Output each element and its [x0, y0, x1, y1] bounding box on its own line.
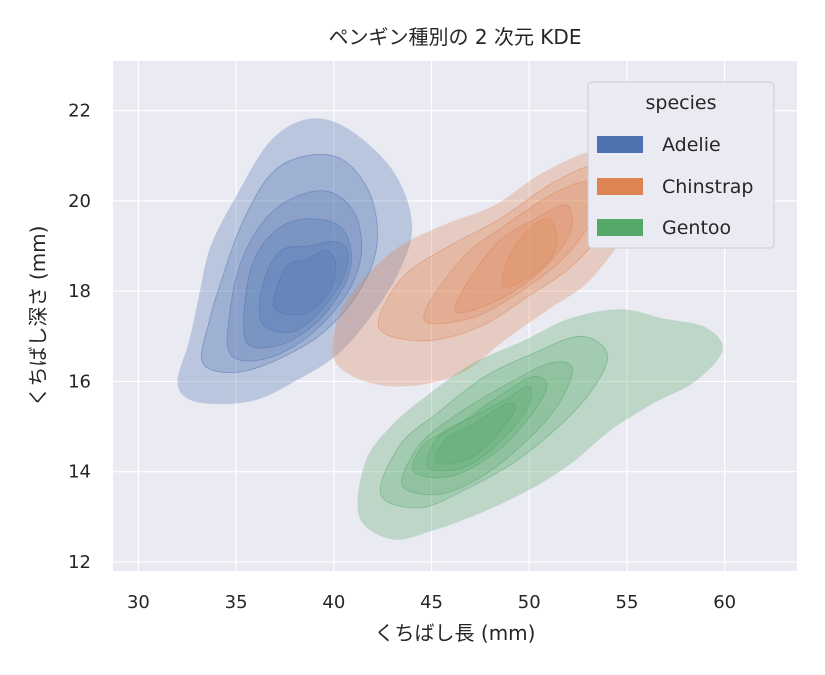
y-tick-label: 22: [68, 101, 91, 122]
x-tick-label: 30: [127, 592, 150, 613]
kde-level-adelie-3: [226, 190, 363, 362]
legend-label-adelie: Adelie: [662, 134, 721, 156]
kde-level-adelie-4: [243, 218, 352, 349]
kde-level-adelie-5: [258, 241, 349, 333]
x-tick-label: 35: [225, 592, 248, 613]
legend-swatch-gentoo: [597, 219, 643, 236]
x-tick-label: 40: [322, 592, 345, 613]
legend: species Adelie Chinstrap Gentoo: [587, 81, 775, 249]
y-tick-label: 18: [68, 281, 91, 302]
x-tick-label: 55: [616, 592, 639, 613]
y-tick-label: 20: [68, 191, 91, 212]
legend-label-gentoo: Gentoo: [662, 217, 731, 239]
kde-series-gentoo: [357, 309, 723, 540]
kde-series-chinstrap: [332, 147, 647, 387]
kde-level-gentoo-2: [379, 335, 609, 509]
kde-level-chinstrap-4: [454, 204, 573, 313]
kde-level-gentoo-6: [435, 402, 517, 465]
x-axis-label: くちばし長 (mm): [375, 621, 536, 645]
kde-level-chinstrap-1: [332, 147, 647, 387]
y-tick-labels: 12 14 16 18 20 22: [68, 101, 91, 573]
y-axis-label: くちばし深さ (mm): [26, 226, 50, 407]
legend-title: species: [646, 92, 717, 114]
legend-box: [587, 81, 775, 249]
legend-swatch-chinstrap: [597, 178, 643, 195]
y-tick-label: 14: [68, 462, 91, 483]
kde-series-adelie: [177, 118, 413, 404]
y-tick-label: 12: [68, 552, 91, 573]
grid: [113, 61, 797, 571]
legend-label-chinstrap: Chinstrap: [662, 176, 754, 198]
x-tick-label: 60: [713, 592, 736, 613]
kde-level-gentoo-1: [357, 309, 723, 540]
legend-swatch-adelie: [597, 136, 643, 153]
kde-level-chinstrap-5: [501, 218, 558, 288]
x-tick-labels: 30 35 40 45 50 55 60: [127, 592, 736, 613]
x-tick-label: 50: [518, 592, 541, 613]
kde-level-gentoo-3: [401, 361, 573, 496]
kde-level-gentoo-4: [412, 375, 548, 478]
x-tick-label: 45: [420, 592, 443, 613]
kde-level-adelie-6: [272, 250, 337, 316]
kde-contours: [177, 118, 723, 540]
y-tick-label: 16: [68, 371, 91, 392]
chart-title: ペンギン種別の 2 次元 KDE: [329, 25, 582, 49]
kde-level-gentoo-5: [426, 385, 532, 472]
